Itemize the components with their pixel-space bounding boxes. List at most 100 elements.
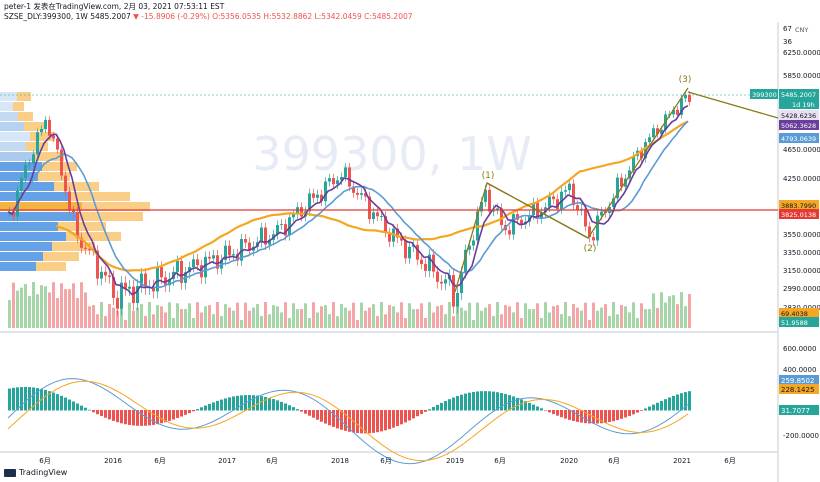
volume-profile-bar — [71, 192, 130, 201]
histogram-bar — [216, 400, 219, 411]
vol1-badge: 69.4038 — [781, 310, 808, 318]
candle-body — [388, 232, 391, 242]
symbol-name[interactable]: SZSE_DLY:399300, 1W — [4, 12, 88, 21]
ohlc-values: O:5356.0535 H:5532.8862 L:5342.0459 C:54… — [212, 12, 413, 21]
candle-body — [80, 237, 83, 248]
candle-body — [496, 208, 499, 210]
symbol-line: SZSE_DLY:399300, 1W 5485.2007 ▼ -15.8906… — [4, 12, 413, 22]
histogram-bar — [468, 392, 471, 411]
histogram-bar — [676, 394, 679, 411]
histogram-bar — [280, 401, 283, 411]
candle-body — [380, 216, 383, 218]
candle-body — [140, 273, 143, 286]
candle-body — [124, 282, 127, 289]
candle-body — [96, 250, 99, 279]
candle-body — [688, 94, 691, 102]
time-tick: 6月 — [39, 457, 50, 465]
volume-bar — [368, 307, 371, 328]
volume-bar — [512, 312, 515, 328]
candle-body — [556, 199, 559, 210]
volume-profile-bar — [0, 132, 30, 141]
time-tick: 6月 — [266, 457, 277, 465]
osc2-badge: 228.1425 — [781, 386, 814, 394]
histogram-bar — [504, 393, 507, 411]
volume-bar — [496, 302, 499, 328]
histogram-bar — [652, 404, 655, 411]
histogram-bar — [464, 393, 467, 411]
candle-body — [28, 163, 31, 165]
volume-profile-bar — [0, 142, 26, 151]
volume-bar — [232, 310, 235, 328]
histogram-bar — [160, 410, 163, 424]
volume-bar — [528, 309, 531, 328]
candle-body — [488, 189, 491, 212]
histogram-bar — [500, 393, 503, 411]
volume-bar — [64, 289, 67, 328]
volume-bar — [324, 305, 327, 328]
price-tick: 5850.0000 — [783, 72, 820, 80]
candle-body — [128, 286, 131, 289]
tradingview-text: TradingView — [19, 468, 68, 477]
candle-body — [428, 254, 431, 271]
volume-bar — [228, 307, 231, 328]
volume-bar — [468, 302, 471, 328]
histogram-bar — [144, 410, 147, 426]
histogram-bar — [148, 410, 151, 426]
candle-body — [280, 224, 283, 226]
volume-bar — [28, 296, 31, 328]
histogram-bar — [132, 410, 135, 426]
candle-body — [452, 275, 455, 307]
histogram-bar — [648, 406, 651, 411]
time-tick: 6月 — [608, 457, 619, 465]
volume-bar — [636, 318, 639, 328]
candle-body — [572, 183, 575, 206]
volume-profile-bar — [0, 242, 52, 251]
volume-bar — [80, 282, 83, 328]
volume-bar — [272, 305, 275, 328]
candle-body — [52, 135, 55, 139]
histogram-bar — [416, 410, 419, 417]
candle-body — [512, 214, 515, 235]
tradingview-icon — [4, 468, 16, 477]
histogram-bar — [364, 410, 367, 434]
histogram-bar — [340, 410, 343, 430]
volume-bar — [476, 302, 479, 328]
candle-body — [68, 191, 71, 211]
volume-bar — [568, 316, 571, 328]
volume-bar — [560, 314, 563, 328]
volume-bar — [596, 310, 599, 328]
volume-profile-bar — [38, 172, 70, 181]
volume-bar — [32, 282, 35, 328]
histogram-bar — [48, 391, 51, 411]
volume-bar — [320, 306, 323, 328]
histogram-bar — [368, 410, 371, 434]
histogram-bar — [596, 410, 599, 424]
osc1-badge-bg — [779, 375, 819, 385]
candle-body — [660, 129, 663, 135]
osc-tick: 400.0000 — [783, 366, 816, 374]
volume-profile-bar — [52, 242, 95, 251]
candle-body — [348, 167, 351, 187]
histogram-bar — [36, 388, 39, 411]
oscillator-axis: 600.0000 400.0000 259.8502 228.1425 31.7… — [779, 345, 819, 440]
candle-body — [584, 208, 587, 227]
histogram-bar — [412, 410, 415, 419]
histogram-bar — [392, 410, 395, 428]
histogram-bar — [620, 410, 623, 419]
volume-profile-bar — [0, 252, 43, 261]
volume-profile-bar — [82, 202, 150, 211]
volume-bar — [436, 306, 439, 328]
volume-profile-bar — [66, 232, 121, 241]
histogram-bar — [176, 410, 179, 419]
volume-bar — [392, 306, 395, 328]
price-tick: 4650.0000 — [783, 146, 820, 154]
time-tick: 6月 — [724, 457, 735, 465]
volume-bar — [644, 309, 647, 328]
wave-return — [486, 182, 589, 239]
volume-bar — [336, 316, 339, 328]
candle-body — [64, 175, 67, 192]
volume-profile-bar — [78, 212, 143, 221]
tradingview-logo[interactable]: TradingView — [4, 468, 67, 477]
volume-bar — [632, 302, 635, 328]
